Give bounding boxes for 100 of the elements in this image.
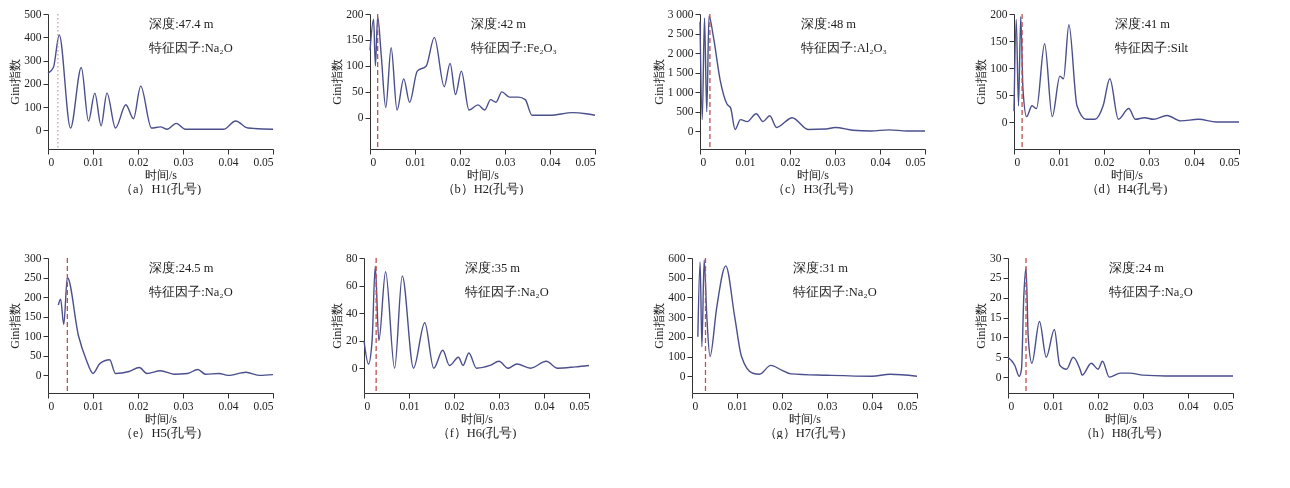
- x-tick-label: 0.02: [1088, 399, 1109, 412]
- x-tick-label: 0.01: [399, 399, 420, 412]
- x-tick-label: 0: [700, 155, 707, 168]
- y-tick-label: 60: [346, 279, 358, 292]
- x-tick-label: 0.03: [495, 155, 516, 168]
- x-axis-title: 时间/s: [1104, 412, 1138, 426]
- x-tick-label: 0.01: [727, 399, 748, 412]
- x-tick-label: 0.03: [489, 399, 510, 412]
- y-tick-label: 300: [24, 251, 42, 264]
- x-tick-label: 0.05: [905, 155, 926, 168]
- line-series: [697, 259, 918, 377]
- y-axis-title: Gini指数: [652, 303, 667, 349]
- y-tick-label: 0: [679, 369, 686, 382]
- y-tick-label: 2 500: [667, 27, 694, 40]
- x-axis-title: 时间/s: [788, 412, 822, 426]
- annotation: 特征因子:Fe₂O₃: [471, 41, 557, 55]
- x-tick-label: 0.02: [1094, 155, 1115, 168]
- annotation: 深度:24.5 m: [149, 260, 214, 275]
- text: （a）H1(孔号): [119, 181, 202, 196]
- y-tick-label: 1 500: [667, 66, 694, 79]
- x-tick-label: 0: [48, 155, 55, 168]
- y-tick-label: 150: [346, 33, 364, 46]
- line-series: [699, 15, 926, 132]
- x-axis-title: 时间/s: [144, 168, 178, 182]
- x-tick-label: 0.03: [825, 155, 846, 168]
- y-tick-label: 600: [668, 251, 686, 264]
- y-tick-label: 0: [687, 124, 694, 137]
- x-tick-label: 0.05: [253, 155, 274, 168]
- x-tick-label: 0.03: [1139, 155, 1160, 168]
- x-tick-label: 0.01: [1049, 155, 1070, 168]
- y-axis-title: Gini指数: [651, 59, 666, 105]
- annotation: 深度:47.4 m: [149, 16, 214, 31]
- text: （e）H5(孔号): [119, 425, 202, 440]
- y-tick-label: 300: [668, 310, 686, 323]
- y-tick-label: 50: [30, 349, 42, 362]
- y-tick-label: 100: [990, 61, 1008, 74]
- x-tick-label: 0.04: [218, 155, 239, 168]
- y-tick-label: 400: [668, 290, 686, 303]
- annotation: 深度:48 m: [801, 16, 857, 31]
- y-tick-label: 25: [990, 271, 1002, 284]
- x-tick-label: 0.04: [1178, 399, 1199, 412]
- x-tick-label: 0.04: [534, 399, 555, 412]
- y-tick-label: 80: [346, 251, 358, 264]
- y-tick-label: 200: [24, 77, 42, 90]
- y-tick-label: 3 000: [667, 7, 694, 20]
- x-tick-label: 0.05: [1213, 399, 1234, 412]
- x-tick-label: 0.04: [862, 399, 883, 412]
- annotation: 特征因子:Na₂O: [149, 41, 233, 55]
- text: （g）H7(孔号): [763, 425, 846, 440]
- y-tick-label: 0: [35, 123, 42, 136]
- x-tick-label: 0.01: [83, 399, 104, 412]
- y-tick-label: 5: [995, 350, 1002, 363]
- y-axis-title: Gini指数: [8, 59, 23, 105]
- text: （f）H6(孔号): [436, 425, 517, 440]
- x-tick-label: 0.05: [1219, 155, 1240, 168]
- annotation: 深度:41 m: [1115, 16, 1171, 31]
- text: （c）H3(孔号): [771, 181, 854, 196]
- x-axis-title: 时间/s: [1110, 168, 1144, 182]
- x-tick-label: 0.02: [450, 155, 471, 168]
- line-series: [369, 15, 596, 116]
- y-axis-title: Gini指数: [974, 303, 988, 349]
- y-tick-label: 500: [668, 271, 686, 284]
- x-tick-label: 0: [1014, 155, 1021, 168]
- y-tick-label: 1 000: [667, 85, 694, 98]
- y-tick-label: 2 000: [667, 46, 694, 59]
- y-tick-label: 150: [24, 310, 42, 323]
- y-tick-label: 500: [24, 7, 42, 20]
- y-tick-label: 50: [352, 85, 364, 98]
- x-tick-label: 0.02: [772, 399, 793, 412]
- y-axis-title: Gini指数: [330, 59, 345, 105]
- annotation: 特征因子:Na₂O: [1109, 285, 1193, 299]
- annotation: 特征因子:Na₂O: [793, 285, 877, 299]
- x-axis-title: 时间/s: [460, 412, 494, 426]
- annotation: 深度:31 m: [793, 260, 849, 275]
- y-tick-label: 20: [346, 334, 358, 347]
- y-tick-label: 200: [668, 330, 686, 343]
- x-tick-label: 0.04: [218, 399, 239, 412]
- x-tick-label: 0.01: [83, 155, 104, 168]
- x-tick-label: 0.02: [780, 155, 801, 168]
- y-tick-label: 10: [990, 330, 1002, 343]
- x-tick-label: 0.03: [173, 399, 194, 412]
- y-tick-label: 200: [346, 7, 364, 20]
- text: （b）H2(孔号): [441, 181, 524, 196]
- y-tick-label: 400: [24, 30, 42, 43]
- y-tick-label: 500: [676, 105, 694, 118]
- y-axis-title: Gini指数: [974, 59, 989, 105]
- x-tick-label: 0.04: [870, 155, 891, 168]
- y-tick-label: 150: [990, 34, 1008, 47]
- line-series: [57, 276, 274, 377]
- annotation: 特征因子:Na₂O: [149, 285, 233, 299]
- x-tick-label: 0.04: [540, 155, 561, 168]
- y-tick-label: 0: [35, 368, 42, 381]
- x-tick-label: 0.05: [575, 155, 596, 168]
- x-tick-label: 0.03: [1133, 399, 1154, 412]
- x-axis-title: 时间/s: [466, 168, 500, 182]
- x-tick-label: 0.02: [128, 155, 149, 168]
- x-tick-label: 0.05: [569, 399, 590, 412]
- annotation: 深度:42 m: [471, 16, 527, 31]
- y-tick-label: 0: [1001, 115, 1008, 128]
- x-axis-title: 时间/s: [144, 412, 178, 426]
